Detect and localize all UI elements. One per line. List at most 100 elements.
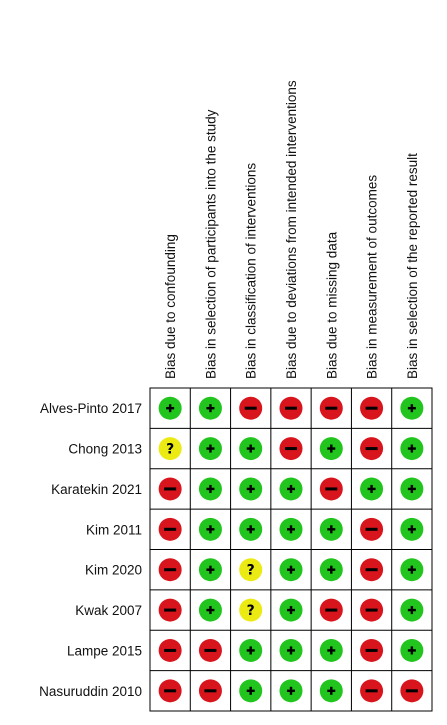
judgement-high (400, 679, 424, 703)
column-label: Bias due to missing data (324, 231, 339, 379)
judgement-low (360, 477, 384, 501)
judgement-high (360, 396, 384, 420)
plus-icon (249, 525, 252, 534)
judgement-high (360, 638, 384, 662)
judgement-cells: ??? (158, 396, 424, 703)
plus-icon (249, 646, 252, 655)
study-label: Karatekin 2021 (51, 482, 142, 497)
plus-icon (410, 525, 414, 534)
judgement-low (319, 679, 343, 703)
study-label: Chong 2013 (68, 442, 142, 457)
judgement-low (198, 517, 222, 541)
judgement-low (279, 558, 303, 582)
judgement-low (198, 437, 222, 461)
judgement-low (198, 477, 222, 501)
judgement-low (319, 517, 343, 541)
minus-icon (365, 689, 378, 693)
minus-icon (204, 648, 217, 652)
column-label: Bias in selection of the reported result (405, 153, 420, 379)
judgement-low (319, 558, 343, 582)
judgement-high (360, 558, 384, 582)
study-label: Kwak 2007 (75, 603, 142, 618)
minus-icon (285, 406, 297, 410)
plus-icon (410, 444, 414, 453)
minus-icon (365, 406, 378, 410)
plus-icon (330, 565, 333, 574)
judgement-high (198, 638, 222, 662)
plus-icon (209, 484, 212, 493)
plus-icon (289, 606, 293, 615)
plus-icon (330, 646, 333, 655)
judgement-low (319, 638, 343, 662)
judgement-low (400, 598, 424, 622)
judgement-low (400, 558, 424, 582)
judgement-low (239, 679, 263, 703)
judgement-low (400, 396, 424, 420)
judgement-high (360, 679, 384, 703)
judgement-low (279, 517, 303, 541)
judgement-high (319, 477, 343, 501)
plus-icon (209, 404, 212, 413)
judgement-low (279, 598, 303, 622)
judgement-low (158, 396, 182, 420)
judgement-unclear: ? (239, 558, 263, 582)
judgement-low (198, 598, 222, 622)
column-label: Bias in classification of interventions (244, 163, 259, 379)
minus-icon (325, 608, 338, 612)
minus-icon (405, 689, 418, 693)
judgement-high (158, 477, 182, 501)
judgement-unclear: ? (158, 437, 182, 461)
plus-icon (330, 525, 333, 534)
minus-icon (365, 608, 378, 612)
judgement-high (360, 517, 384, 541)
plus-icon (209, 525, 212, 534)
plus-icon (330, 686, 333, 695)
judgement-low (279, 477, 303, 501)
judgement-high (158, 679, 182, 703)
judgement-high (279, 437, 303, 461)
plus-icon (289, 525, 293, 534)
judgement-high (158, 558, 182, 582)
minus-icon (325, 406, 338, 410)
plus-icon (410, 484, 414, 493)
judgement-high (158, 598, 182, 622)
judgement-high (319, 598, 343, 622)
minus-icon (365, 447, 378, 451)
judgement-low (319, 437, 343, 461)
plus-icon (289, 646, 293, 655)
judgement-high (239, 396, 263, 420)
study-label: Lampe 2015 (67, 643, 142, 658)
judgement-low (400, 477, 424, 501)
study-label: Alves-Pinto 2017 (40, 401, 142, 416)
study-label: Nasuruddin 2010 (39, 684, 142, 699)
minus-icon (365, 568, 378, 572)
plus-icon (209, 444, 212, 453)
judgement-low (198, 396, 222, 420)
plus-icon (249, 686, 252, 695)
judgement-low (400, 638, 424, 662)
judgement-circle (158, 437, 182, 461)
column-label: Bias in measurement of outcomes (365, 175, 380, 379)
plus-icon (249, 484, 252, 493)
judgement-circle (239, 558, 263, 582)
minus-icon (164, 527, 177, 531)
plus-icon (410, 606, 414, 615)
judgement-high (360, 598, 384, 622)
judgement-low (400, 517, 424, 541)
minus-icon (164, 689, 177, 693)
study-label: Kim 2011 (86, 522, 142, 537)
judgement-low (239, 638, 263, 662)
plus-icon (249, 444, 252, 453)
minus-icon (164, 608, 177, 612)
minus-icon (204, 689, 217, 693)
column-labels: Bias due to confounding Bias in selection… (163, 80, 420, 379)
column-label: Bias due to deviations from intended int… (284, 80, 299, 379)
plus-icon (410, 404, 414, 413)
plus-icon (410, 646, 414, 655)
row-labels: Alves-Pinto 2017 Chong 2013 Karatekin 2021… (39, 401, 142, 699)
grid (149, 387, 433, 712)
judgement-low (198, 558, 222, 582)
judgement-low (239, 477, 263, 501)
judgement-high (360, 437, 384, 461)
